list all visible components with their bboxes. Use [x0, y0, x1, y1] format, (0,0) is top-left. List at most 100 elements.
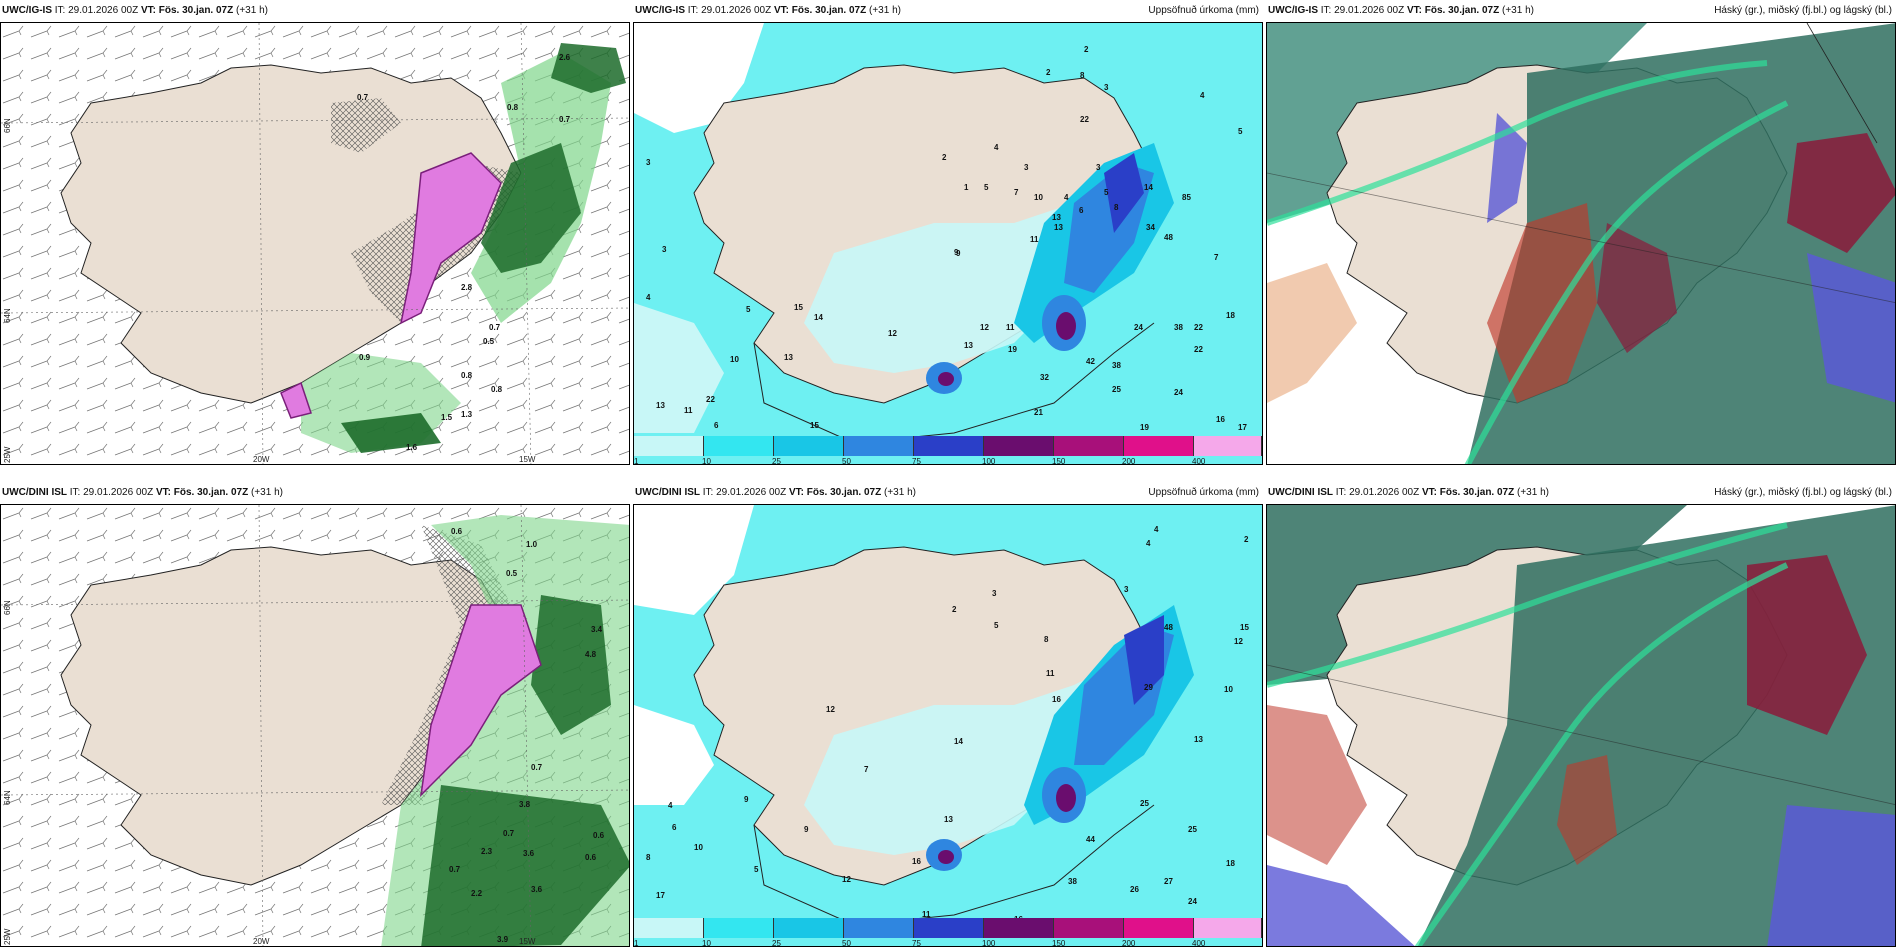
- precip-value: 10: [1034, 193, 1043, 202]
- precip-value: 18: [1226, 859, 1235, 868]
- colorbar-cell: [1124, 436, 1194, 456]
- precip-value: 13: [656, 401, 665, 410]
- field-title: Uppsöfnuð úrkoma (mm): [1148, 5, 1259, 16]
- colorbar-cell: [1194, 918, 1262, 938]
- precip-value: 4: [994, 143, 999, 152]
- precip-value: 25: [1188, 825, 1197, 834]
- wind-label: 0.5: [483, 337, 495, 346]
- lead-time: (+31 h): [1502, 5, 1534, 16]
- wind-label: 2.2: [471, 889, 483, 898]
- precip-value: 16: [1052, 695, 1061, 704]
- precip-value: 7: [1214, 253, 1219, 262]
- colorbar-cell: [774, 436, 844, 456]
- precip-value: 19: [1140, 423, 1149, 432]
- precip-value: 5: [994, 621, 999, 630]
- panel-dini-clouds: UWC/DINI ISL IT: 29.01.2026 00Z VT: Fös.…: [1266, 482, 1896, 947]
- precip-value: 12: [980, 323, 989, 332]
- wind-label: 1.6: [406, 443, 418, 452]
- init-time: 29.01.2026 00Z: [701, 5, 772, 16]
- panel-header: UWC/DINI ISL IT: 29.01.2026 00Z VT: Fös.…: [1266, 482, 1896, 504]
- precip-value: 5: [1104, 188, 1109, 197]
- colorbar-cell: [704, 918, 774, 938]
- model-name: UWC/DINI ISL: [2, 487, 67, 498]
- lon-label: 20W: [253, 937, 270, 946]
- precip-value: 13: [1054, 223, 1063, 232]
- precip-value: 38: [1068, 877, 1077, 886]
- precip-value: 16: [912, 857, 921, 866]
- wind-map-svg: [1, 23, 629, 464]
- colorbar-cell: [1194, 436, 1262, 456]
- precip-colorbar: 1 10 25 50 75 100 150 200 400: [634, 918, 1262, 946]
- wind-label: 3.8: [519, 800, 531, 809]
- wind-label: 2.6: [559, 53, 571, 62]
- precip-value: 4: [1154, 525, 1159, 534]
- model-name: UWC/IG-IS: [1268, 5, 1318, 16]
- precip-value: 4: [1146, 539, 1151, 548]
- precip-value: 17: [1238, 423, 1247, 432]
- colorbar-label: 100: [982, 939, 996, 947]
- model-name: UWC/DINI ISL: [635, 487, 700, 498]
- precip-value: 21: [1034, 408, 1043, 417]
- field-title: Háský (gr.), miðský (fj.bl.) og lágský (…: [1714, 487, 1892, 498]
- precip-value: 11: [1006, 323, 1015, 332]
- precip-value: 3: [1104, 83, 1109, 92]
- lead-time: (+31 h): [869, 5, 901, 16]
- wind-label: 1.3: [461, 410, 473, 419]
- precip-value: 44: [1086, 835, 1095, 844]
- precip-value: 38: [1112, 361, 1121, 370]
- precip-value: 48: [1164, 233, 1173, 242]
- field-title: Uppsöfnuð úrkoma (mm): [1148, 487, 1259, 498]
- precip-value: 5: [984, 183, 989, 192]
- lead-time: (+31 h): [251, 487, 283, 498]
- precip-value: 38: [1174, 323, 1183, 332]
- init-time: 29.01.2026 00Z: [68, 5, 139, 16]
- wind-label: 2.8: [461, 283, 473, 292]
- precip-value: 5: [754, 865, 759, 874]
- precip-value: 2: [952, 605, 957, 614]
- precip-value: 2: [1084, 45, 1089, 54]
- init-time: 29.01.2026 00Z: [1334, 5, 1405, 16]
- panel-header: UWC/DINI ISL IT: 29.01.2026 00Z VT: Fös.…: [2, 487, 283, 498]
- precip-value: 3: [1024, 163, 1029, 172]
- precip-value: 17: [656, 891, 665, 900]
- wind-label: 0.7: [531, 763, 543, 772]
- precip-value: 4: [1064, 193, 1069, 202]
- panel-header: UWC/IG-IS IT: 29.01.2026 00Z VT: Fös. 30…: [2, 5, 268, 16]
- precip-value: 12: [826, 705, 835, 714]
- lead-time: (+31 h): [236, 5, 268, 16]
- lon-label: 25W: [3, 446, 12, 463]
- precip-value: 13: [784, 353, 793, 362]
- panel-igis-precip: UWC/IG-IS IT: 29.01.2026 00Z VT: Fös. 30…: [633, 0, 1263, 465]
- map-clouds: [1266, 504, 1896, 947]
- valid-time: VT: Fös. 30.jan. 07Z: [1421, 487, 1515, 498]
- wind-label: 0.5: [506, 569, 518, 578]
- precip-value: 2: [1244, 535, 1249, 544]
- precip-value: 34: [1146, 223, 1155, 232]
- colorbar-label: 50: [842, 939, 851, 947]
- colorbar-label: 100: [982, 457, 996, 465]
- wind-label: 1.5: [441, 413, 453, 422]
- panel-igis-wind: UWC/IG-IS IT: 29.01.2026 00Z VT: Fös. 30…: [0, 0, 630, 465]
- wind-map-svg: [1, 505, 629, 946]
- precip-map-svg: [634, 505, 1262, 946]
- map-wind: 0.6 1.0 0.5 3.4 4.8 0.7 3.8 0.7 0.6 2.3 …: [0, 504, 630, 947]
- precip-value: 3: [646, 158, 651, 167]
- wind-label: 0.8: [507, 103, 519, 112]
- wind-label: 3.4: [591, 625, 603, 634]
- lead-time: (+31 h): [1517, 487, 1549, 498]
- colorbar-cell: [774, 918, 844, 938]
- colorbar-label: 25: [772, 457, 781, 465]
- wind-label: 0.7: [559, 115, 571, 124]
- panel-header: UWC/IG-IS IT: 29.01.2026 00Z VT: Fös. 30…: [633, 0, 1263, 22]
- map-wind: 2.6 0.7 0.8 0.7 2.8 0.7 0.5 0.9 1.5 1.3 …: [0, 22, 630, 465]
- precip-value: 48: [1164, 623, 1173, 632]
- precip-value: 42: [1086, 357, 1095, 366]
- valid-time: VT: Fös. 30.jan. 07Z: [140, 5, 234, 16]
- colorbar-label: 50: [842, 457, 851, 465]
- precip-value: 4: [668, 801, 673, 810]
- precip-value: 9: [744, 795, 749, 804]
- precip-value: 24: [1134, 323, 1143, 332]
- colorbar-label: 200: [1122, 457, 1136, 465]
- colorbar-cell: [844, 436, 914, 456]
- lat-label: 66N: [3, 600, 12, 615]
